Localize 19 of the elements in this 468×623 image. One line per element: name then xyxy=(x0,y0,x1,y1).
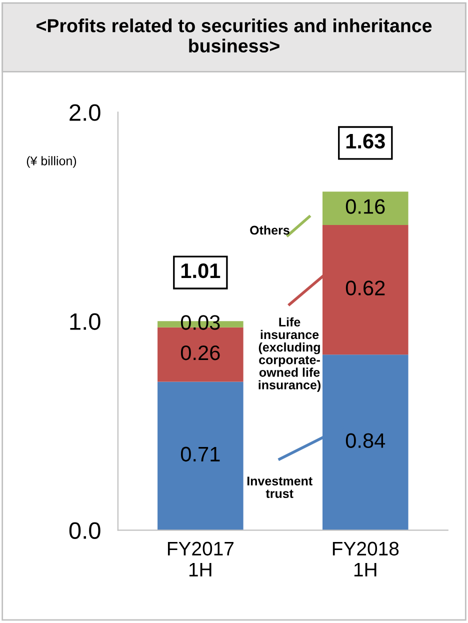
bar xyxy=(322,192,408,226)
data-label: 0.16 xyxy=(346,199,385,214)
series-label: Life insurance (excluding corporate-owned life insurance) xyxy=(258,317,320,392)
data-label: 0.71 xyxy=(180,446,220,462)
y-tick-label: 1.0 xyxy=(70,313,100,330)
legend-label: Others xyxy=(250,225,290,235)
y-tick-label: 0.0 xyxy=(69,522,100,539)
data-label: 0.26 xyxy=(180,345,220,360)
x-tick-label: FY2018 1H xyxy=(332,542,399,576)
total-label: 1.01 xyxy=(181,263,220,278)
y-tick-label: 2.0 xyxy=(70,104,100,121)
x-tick-label: FY2017 1H xyxy=(168,542,234,576)
data-label: 0.62 xyxy=(346,280,385,296)
total-label: 1.63 xyxy=(346,134,385,149)
series-label: Investment trust xyxy=(247,476,312,498)
data-label: 0.84 xyxy=(346,433,386,448)
chart-title: <Profits related to securities and inheritance business> xyxy=(36,18,432,53)
bar xyxy=(158,382,244,530)
text: (¥ billion) xyxy=(26,156,76,168)
